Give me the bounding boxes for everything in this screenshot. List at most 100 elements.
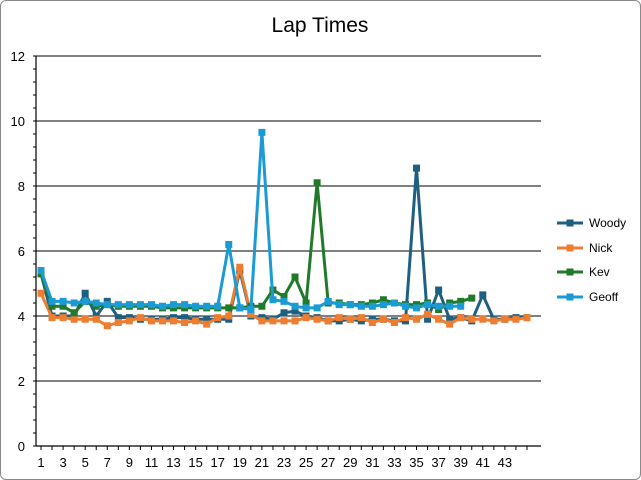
x-tick-label-39: 39	[453, 455, 467, 470]
grid-lines	[36, 55, 541, 382]
data-point-nick	[258, 317, 266, 325]
data-point-nick	[280, 317, 288, 325]
data-point-nick	[490, 317, 498, 325]
x-tick-label-11: 11	[145, 455, 159, 470]
data-point-geoff	[335, 301, 343, 309]
series-group	[37, 128, 531, 330]
data-point-nick	[324, 317, 332, 325]
data-point-kev	[225, 304, 233, 312]
data-point-nick	[457, 314, 465, 322]
data-point-nick	[114, 319, 122, 326]
data-point-geoff	[37, 267, 45, 274]
data-point-nick	[435, 315, 443, 323]
data-point-kev	[48, 302, 56, 310]
data-point-nick	[92, 315, 100, 323]
data-point-nick	[379, 315, 387, 323]
x-tick-label-37: 37	[431, 455, 445, 470]
data-point-nick	[368, 319, 376, 326]
y-tick-label-12: 12	[11, 49, 25, 64]
data-point-geoff	[302, 304, 310, 312]
x-tick-label-21: 21	[255, 455, 269, 470]
data-point-kev	[379, 296, 387, 304]
x-tick-label-27: 27	[321, 455, 335, 470]
x-tick-label-29: 29	[343, 455, 357, 470]
y-tick-label-10: 10	[11, 114, 25, 129]
data-point-geoff	[258, 128, 266, 136]
legend-marker-nick	[566, 244, 574, 252]
data-point-woody	[181, 314, 189, 322]
x-tick-label-31: 31	[365, 455, 379, 470]
data-point-nick	[203, 320, 211, 328]
legend-marker-geoff	[566, 293, 574, 301]
x-tick-label-7: 7	[104, 455, 111, 470]
data-point-nick	[225, 312, 233, 320]
data-point-nick	[413, 315, 421, 323]
y-tick-label-6: 6	[18, 244, 25, 259]
data-point-geoff	[70, 299, 78, 307]
data-point-nick	[125, 317, 133, 325]
data-point-geoff	[280, 297, 288, 305]
y-tick-label-4: 4	[18, 309, 25, 324]
x-tick-label-25: 25	[299, 455, 313, 470]
data-point-nick	[214, 314, 222, 322]
data-point-geoff	[357, 302, 365, 310]
series-line-geoff	[39, 130, 461, 311]
legend-label-geoff: Geoff	[589, 290, 619, 304]
data-point-kev	[59, 302, 67, 310]
data-point-nick	[468, 315, 476, 323]
data-point-nick	[48, 314, 56, 322]
data-point-geoff	[92, 299, 100, 307]
data-point-geoff	[401, 302, 409, 310]
data-point-nick	[59, 314, 67, 322]
data-point-nick	[236, 263, 244, 271]
data-point-geoff	[346, 301, 354, 309]
data-point-geoff	[59, 297, 67, 305]
data-point-nick	[147, 317, 155, 325]
data-point-geoff	[368, 302, 376, 310]
data-point-geoff	[158, 302, 166, 310]
data-point-kev	[457, 297, 465, 305]
data-point-woody	[114, 314, 122, 322]
data-point-woody	[479, 291, 487, 299]
data-point-nick	[335, 314, 343, 322]
data-point-geoff	[170, 301, 178, 309]
series-nick	[37, 263, 531, 330]
data-point-nick	[357, 314, 365, 322]
data-point-nick	[136, 314, 144, 322]
x-tick-label-13: 13	[166, 455, 180, 470]
data-point-nick	[291, 317, 299, 325]
data-point-geoff	[114, 301, 122, 309]
data-point-woody	[280, 309, 288, 317]
x-tick-label-9: 9	[126, 455, 133, 470]
data-point-geoff	[390, 299, 398, 307]
data-point-geoff	[225, 241, 233, 248]
data-point-nick	[512, 315, 520, 323]
data-point-kev	[313, 179, 321, 187]
data-point-nick	[523, 314, 531, 322]
data-point-nick	[313, 315, 321, 323]
data-point-geoff	[324, 297, 332, 305]
x-tick-label-17: 17	[210, 455, 224, 470]
y-tick-label-2: 2	[18, 374, 25, 389]
data-point-nick	[103, 322, 111, 330]
data-point-geoff	[247, 306, 255, 313]
data-point-geoff	[435, 302, 443, 310]
data-point-nick	[446, 320, 454, 328]
data-point-nick	[269, 317, 277, 325]
data-point-nick	[247, 310, 255, 318]
x-tick-label-1: 1	[37, 455, 44, 470]
data-point-nick	[401, 314, 409, 322]
x-tick-label-3: 3	[59, 455, 66, 470]
data-point-kev	[258, 302, 266, 310]
data-point-geoff	[413, 304, 421, 312]
x-tick-label-15: 15	[188, 455, 202, 470]
legend-label-woody: Woody	[589, 216, 626, 230]
data-point-geoff	[125, 301, 133, 309]
data-point-geoff	[236, 304, 244, 312]
data-point-geoff	[313, 304, 321, 312]
chart-title: Lap Times	[272, 14, 369, 37]
data-point-woody	[446, 315, 454, 323]
x-tick-label-23: 23	[277, 455, 291, 470]
legend-label-kev: Kev	[589, 265, 610, 279]
